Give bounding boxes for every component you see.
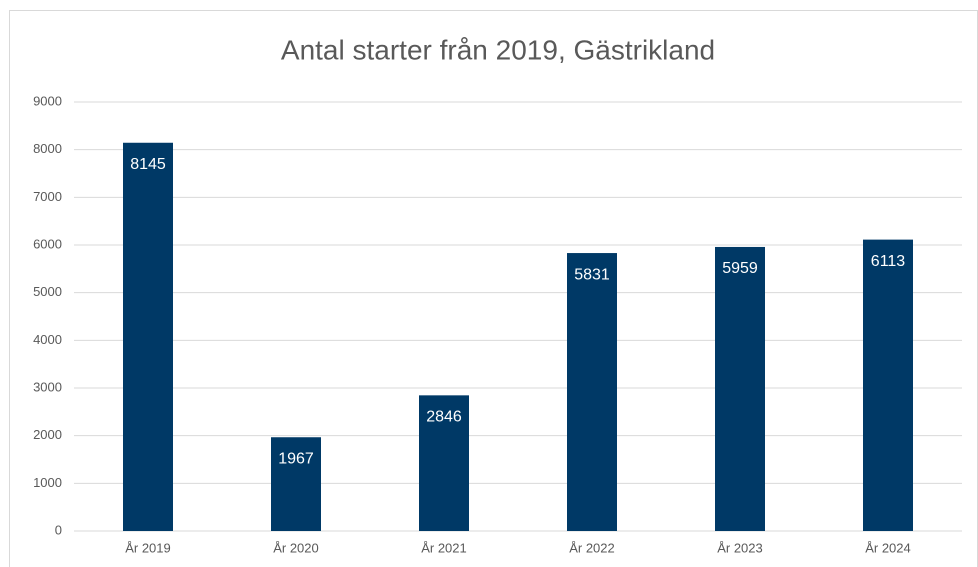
- value-label: 5831: [574, 266, 610, 283]
- value-label: 8145: [130, 156, 166, 173]
- bar: [567, 253, 617, 531]
- y-tick-label: 3000: [33, 379, 62, 394]
- value-label: 6113: [871, 253, 906, 270]
- x-tick-label: År 2022: [569, 540, 615, 555]
- bar: [863, 239, 913, 532]
- y-tick-label: 4000: [33, 332, 62, 347]
- x-tick-label: År 2024: [865, 540, 911, 555]
- x-tick-label: År 2019: [125, 540, 171, 555]
- bar: [715, 246, 765, 531]
- y-tick-label: 2000: [33, 427, 62, 442]
- y-tick-label: 8000: [33, 141, 62, 156]
- chart-title: Antal starter från 2019, Gästrikland: [281, 34, 715, 65]
- bar: [123, 142, 173, 531]
- x-tick-label: År 2021: [421, 540, 467, 555]
- value-label: 5959: [722, 260, 758, 277]
- bar: [271, 437, 321, 531]
- x-tick-label: År 2023: [717, 540, 763, 555]
- y-tick-label: 6000: [33, 236, 62, 251]
- y-tick-label: 5000: [33, 284, 62, 299]
- y-tick-label: 0: [55, 522, 62, 537]
- y-tick-label: 7000: [33, 189, 62, 204]
- value-label: 2846: [426, 409, 462, 426]
- bar: [419, 395, 469, 531]
- x-tick-label: År 2020: [273, 540, 319, 555]
- y-tick-label: 9000: [33, 93, 62, 108]
- y-tick-label: 1000: [33, 475, 62, 490]
- value-label: 1967: [278, 450, 314, 467]
